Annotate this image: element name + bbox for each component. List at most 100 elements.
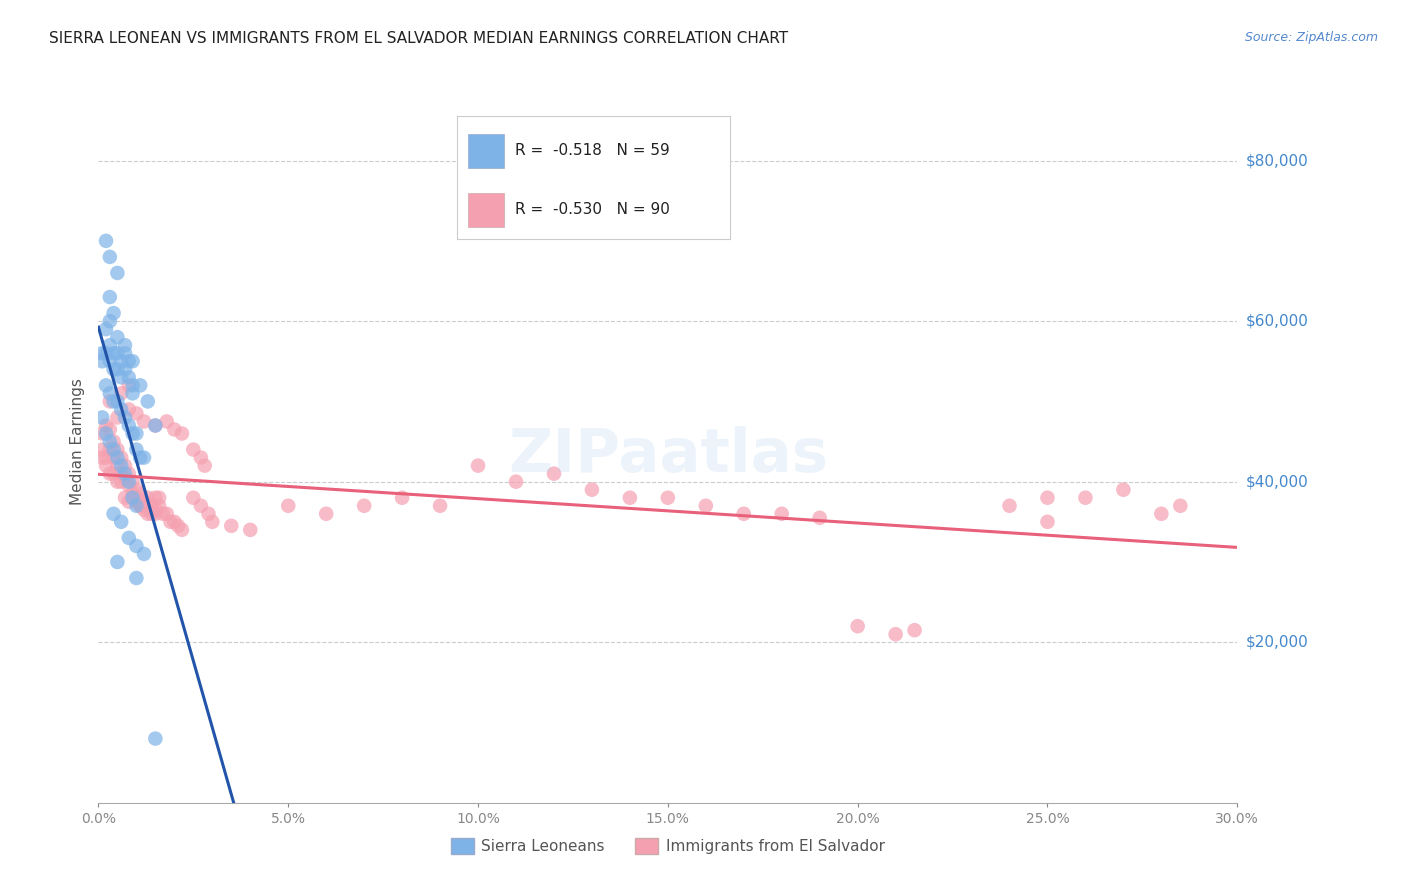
Point	[132, 494, 155, 508]
Point	[103, 450, 125, 465]
Point	[98, 314, 121, 328]
Point	[110, 515, 132, 529]
Point	[114, 458, 136, 473]
Point	[121, 491, 143, 505]
Point	[94, 458, 117, 473]
Point	[125, 571, 148, 585]
Text: Source: ZipAtlas.com: Source: ZipAtlas.com	[1244, 31, 1378, 45]
Point	[141, 507, 163, 521]
Point	[543, 467, 565, 481]
Text: $20,000: $20,000	[1246, 635, 1309, 649]
Point	[695, 499, 717, 513]
Point	[183, 491, 205, 505]
Point	[118, 370, 141, 384]
Point	[98, 354, 121, 368]
Point	[118, 418, 141, 433]
Point	[904, 623, 927, 637]
Point	[1150, 507, 1173, 521]
Point	[118, 467, 141, 481]
Point	[125, 494, 148, 508]
Point	[107, 450, 129, 465]
Point	[118, 475, 141, 489]
Point	[190, 450, 212, 465]
Point	[103, 507, 125, 521]
Point	[103, 442, 125, 457]
Point	[808, 510, 831, 524]
Point	[1112, 483, 1135, 497]
Point	[110, 370, 132, 384]
Point	[163, 422, 186, 436]
Point	[221, 518, 243, 533]
Point	[98, 442, 121, 457]
Point	[733, 507, 755, 521]
Point	[121, 378, 143, 392]
Point	[107, 458, 129, 473]
Point	[114, 362, 136, 376]
Point	[129, 499, 152, 513]
Point	[846, 619, 869, 633]
Point	[125, 406, 148, 420]
Point	[94, 426, 117, 441]
Point	[197, 507, 219, 521]
Point	[201, 515, 224, 529]
Point	[114, 491, 136, 505]
Point	[170, 426, 193, 441]
Point	[125, 442, 148, 457]
Point	[98, 394, 121, 409]
Point	[132, 414, 155, 428]
Point	[98, 250, 121, 264]
Point	[110, 467, 132, 481]
Point	[132, 450, 155, 465]
Point	[1074, 491, 1097, 505]
Point	[884, 627, 907, 641]
Point	[429, 499, 451, 513]
Point	[1036, 515, 1059, 529]
Point	[148, 499, 170, 513]
Point	[118, 402, 141, 417]
Point	[129, 450, 152, 465]
Point	[114, 338, 136, 352]
Point	[103, 346, 125, 360]
Point	[91, 442, 114, 457]
Point	[125, 499, 148, 513]
Point	[98, 338, 121, 352]
Point	[132, 547, 155, 561]
Point	[110, 402, 132, 417]
Point	[141, 502, 163, 516]
Point	[125, 426, 148, 441]
Point	[107, 442, 129, 457]
Point	[315, 507, 337, 521]
Point	[141, 499, 163, 513]
Point	[98, 386, 121, 401]
Point	[581, 483, 603, 497]
Point	[132, 502, 155, 516]
Point	[110, 354, 132, 368]
Point	[619, 491, 641, 505]
Point	[121, 354, 143, 368]
Point	[94, 378, 117, 392]
Point	[91, 426, 114, 441]
Text: $80,000: $80,000	[1246, 153, 1309, 168]
Point	[129, 378, 152, 392]
Point	[94, 346, 117, 360]
Point	[998, 499, 1021, 513]
Point	[125, 483, 148, 497]
Point	[125, 539, 148, 553]
Point	[91, 410, 114, 425]
Point	[107, 346, 129, 360]
Point	[121, 426, 143, 441]
Point	[145, 731, 167, 746]
Y-axis label: Median Earnings: Median Earnings	[70, 378, 86, 505]
Point	[110, 450, 132, 465]
Point	[114, 346, 136, 360]
Point	[110, 458, 132, 473]
Point	[1170, 499, 1192, 513]
Text: $60,000: $60,000	[1246, 314, 1309, 328]
Point	[159, 515, 181, 529]
Point	[121, 491, 143, 505]
Point	[114, 410, 136, 425]
Point	[145, 491, 167, 505]
Point	[118, 378, 141, 392]
Point	[1036, 491, 1059, 505]
Point	[145, 502, 167, 516]
